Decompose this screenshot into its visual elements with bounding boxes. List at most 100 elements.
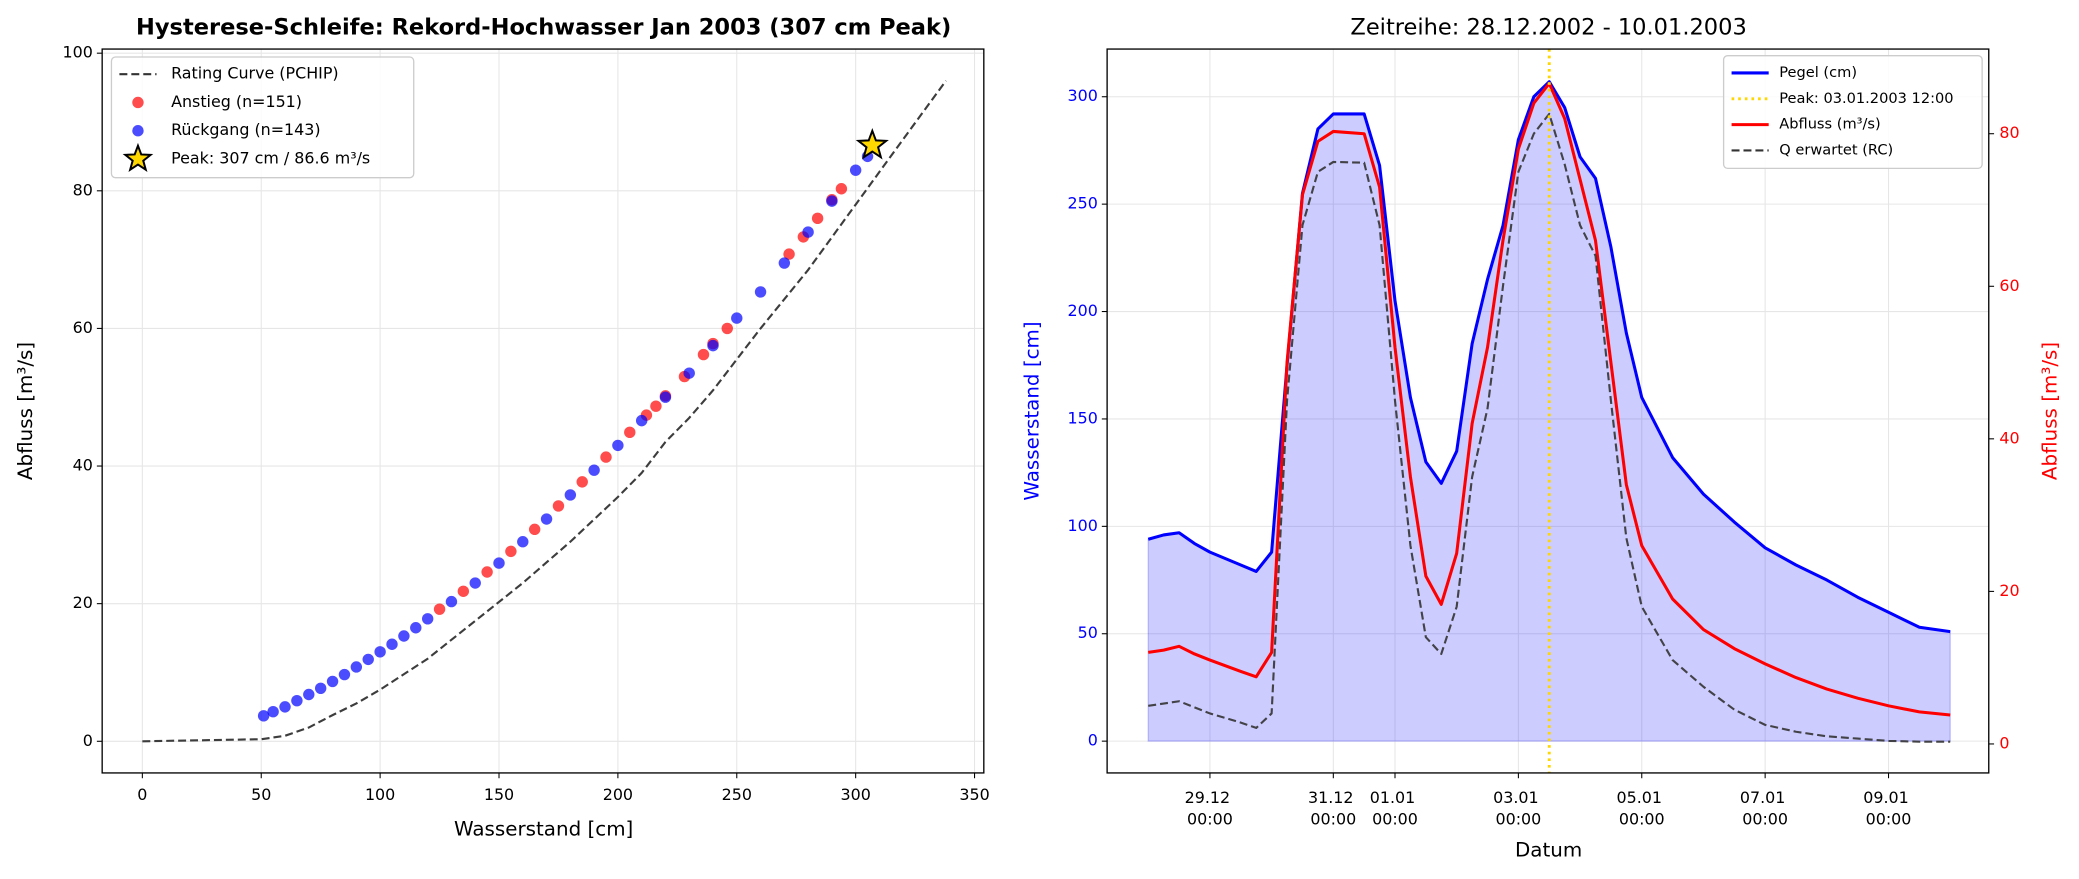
legend-label: Abfluss (m³/s) bbox=[1779, 116, 1880, 133]
legend-swatch bbox=[132, 96, 144, 109]
scatter-point bbox=[826, 195, 838, 207]
scatter-point bbox=[481, 566, 493, 578]
x-axis-label: Datum bbox=[1515, 839, 1582, 862]
scatter-point bbox=[267, 705, 279, 718]
scatter-point bbox=[374, 646, 386, 658]
scatter-point bbox=[650, 400, 662, 412]
x-tick-label: 150 bbox=[484, 785, 514, 804]
scatter-point bbox=[659, 391, 672, 403]
y-tick-label: 200 bbox=[1067, 301, 1097, 320]
scatter-point bbox=[624, 426, 636, 439]
x-tick-label: 250 bbox=[722, 785, 752, 804]
scatter-point bbox=[835, 183, 848, 195]
scatter-point bbox=[783, 248, 795, 260]
legend-label: Pegel (cm) bbox=[1779, 64, 1857, 81]
rating-curve bbox=[142, 80, 947, 743]
y-tick-label: 50 bbox=[1078, 623, 1098, 642]
legend-label: Q erwartet (RC) bbox=[1779, 141, 1893, 158]
x-tick-label: 01.01 00:00 bbox=[1370, 788, 1421, 828]
x-tick-label: 31.12 00:00 bbox=[1308, 788, 1359, 828]
scatter-point bbox=[588, 464, 600, 476]
series-line bbox=[1148, 81, 1951, 717]
scatter-point bbox=[362, 653, 374, 666]
y2-tick-label: 0 bbox=[1999, 733, 2009, 752]
scatter-point bbox=[721, 322, 733, 335]
y-tick-label: 100 bbox=[1067, 516, 1097, 535]
scatter-point bbox=[421, 613, 434, 625]
scatter-point bbox=[493, 557, 505, 569]
scatter-point bbox=[257, 710, 270, 722]
scatter-point bbox=[576, 476, 588, 488]
legend-swatch bbox=[132, 125, 144, 137]
scatter-point bbox=[811, 212, 824, 225]
y-tick-label: 250 bbox=[1067, 194, 1097, 213]
scatter-point bbox=[505, 545, 517, 558]
scatter-point bbox=[552, 500, 565, 512]
y-axis-label: Wasserstand [cm] bbox=[1020, 321, 1043, 500]
scatter-point bbox=[635, 414, 648, 427]
x-tick-label: 100 bbox=[365, 785, 395, 804]
legend: Rating Curve (PCHIP) Anstieg (n=151) Rückg… bbox=[110, 56, 415, 179]
x-tick-label: 09.01 00:00 bbox=[1863, 788, 1914, 828]
x-tick-label: 300 bbox=[840, 785, 870, 804]
series-line bbox=[1148, 112, 1951, 743]
peak-marker bbox=[855, 127, 889, 160]
scatter-point bbox=[612, 439, 624, 452]
scatter-point bbox=[386, 638, 398, 650]
legend-label: Rating Curve (PCHIP) bbox=[171, 64, 339, 83]
series-line bbox=[1147, 80, 1951, 634]
y2-tick-label: 80 bbox=[1999, 123, 2019, 142]
scatter-point bbox=[291, 694, 303, 707]
scatter-point bbox=[683, 367, 695, 379]
x-tick-label: 0 bbox=[137, 785, 147, 804]
scatter-point bbox=[469, 577, 481, 589]
y-axis-label: Abfluss [m³/s] bbox=[14, 342, 37, 480]
scatter-point bbox=[517, 536, 529, 548]
y2-tick-label: 40 bbox=[1999, 428, 2019, 447]
y2-tick-label: 20 bbox=[1999, 581, 2019, 600]
scatter-point bbox=[778, 257, 791, 269]
y-tick-label: 100 bbox=[63, 43, 93, 62]
y-tick-label: 300 bbox=[1067, 86, 1097, 105]
chart-title: Zeitreihe: 28.12.2002 - 10.01.2003 bbox=[1350, 14, 1746, 40]
y-tick-label: 40 bbox=[73, 456, 93, 475]
scatter-point bbox=[731, 312, 743, 324]
scatter-point bbox=[326, 675, 339, 688]
scatter-point bbox=[802, 226, 814, 238]
scatter-point bbox=[849, 164, 862, 176]
legend-label: Peak: 03.01.2003 12:00 bbox=[1779, 90, 1953, 107]
legend: Pegel (cm) Peak: 03.01.2003 12:00 Abfluss … bbox=[1722, 55, 1983, 170]
legend-box bbox=[1722, 55, 1983, 170]
y-tick-label: 0 bbox=[1088, 731, 1098, 750]
legend-label: Rückgang (n=143) bbox=[171, 120, 321, 139]
x-axis-label: Wasserstand [cm] bbox=[454, 817, 633, 840]
scatter-point bbox=[279, 701, 291, 713]
scatter-point bbox=[457, 585, 470, 597]
y2-tick-label: 60 bbox=[1999, 276, 2019, 295]
y-tick-label: 20 bbox=[73, 593, 93, 612]
x-tick-label: 03.01 00:00 bbox=[1493, 788, 1544, 828]
x-tick-label: 200 bbox=[603, 785, 633, 804]
x-tick-label: 05.01 00:00 bbox=[1616, 788, 1667, 828]
scatter-point bbox=[338, 668, 351, 681]
y-tick-label: 150 bbox=[1067, 408, 1097, 427]
plot-frame bbox=[1106, 48, 1990, 774]
scatter-point bbox=[564, 489, 577, 501]
scatter-point bbox=[410, 622, 422, 634]
scatter-point bbox=[754, 286, 767, 298]
scatter-point bbox=[303, 688, 315, 701]
scatter-point bbox=[398, 630, 410, 642]
legend-box bbox=[110, 56, 415, 179]
legend-label: Anstieg (n=151) bbox=[171, 92, 302, 111]
x-tick-label: 350 bbox=[959, 785, 989, 804]
scatter-point bbox=[350, 661, 363, 673]
chart-title: Hysterese-Schleife: Rekord-Hochwasser Ja… bbox=[136, 14, 951, 40]
y-tick-label: 80 bbox=[73, 180, 93, 199]
x-tick-label: 29.12 00:00 bbox=[1185, 788, 1236, 828]
scatter-point bbox=[697, 348, 710, 361]
x-tick-label: 07.01 00:00 bbox=[1740, 788, 1791, 828]
plot-frame bbox=[101, 48, 985, 774]
scatter-point bbox=[540, 513, 553, 525]
scatter-point bbox=[445, 595, 458, 608]
